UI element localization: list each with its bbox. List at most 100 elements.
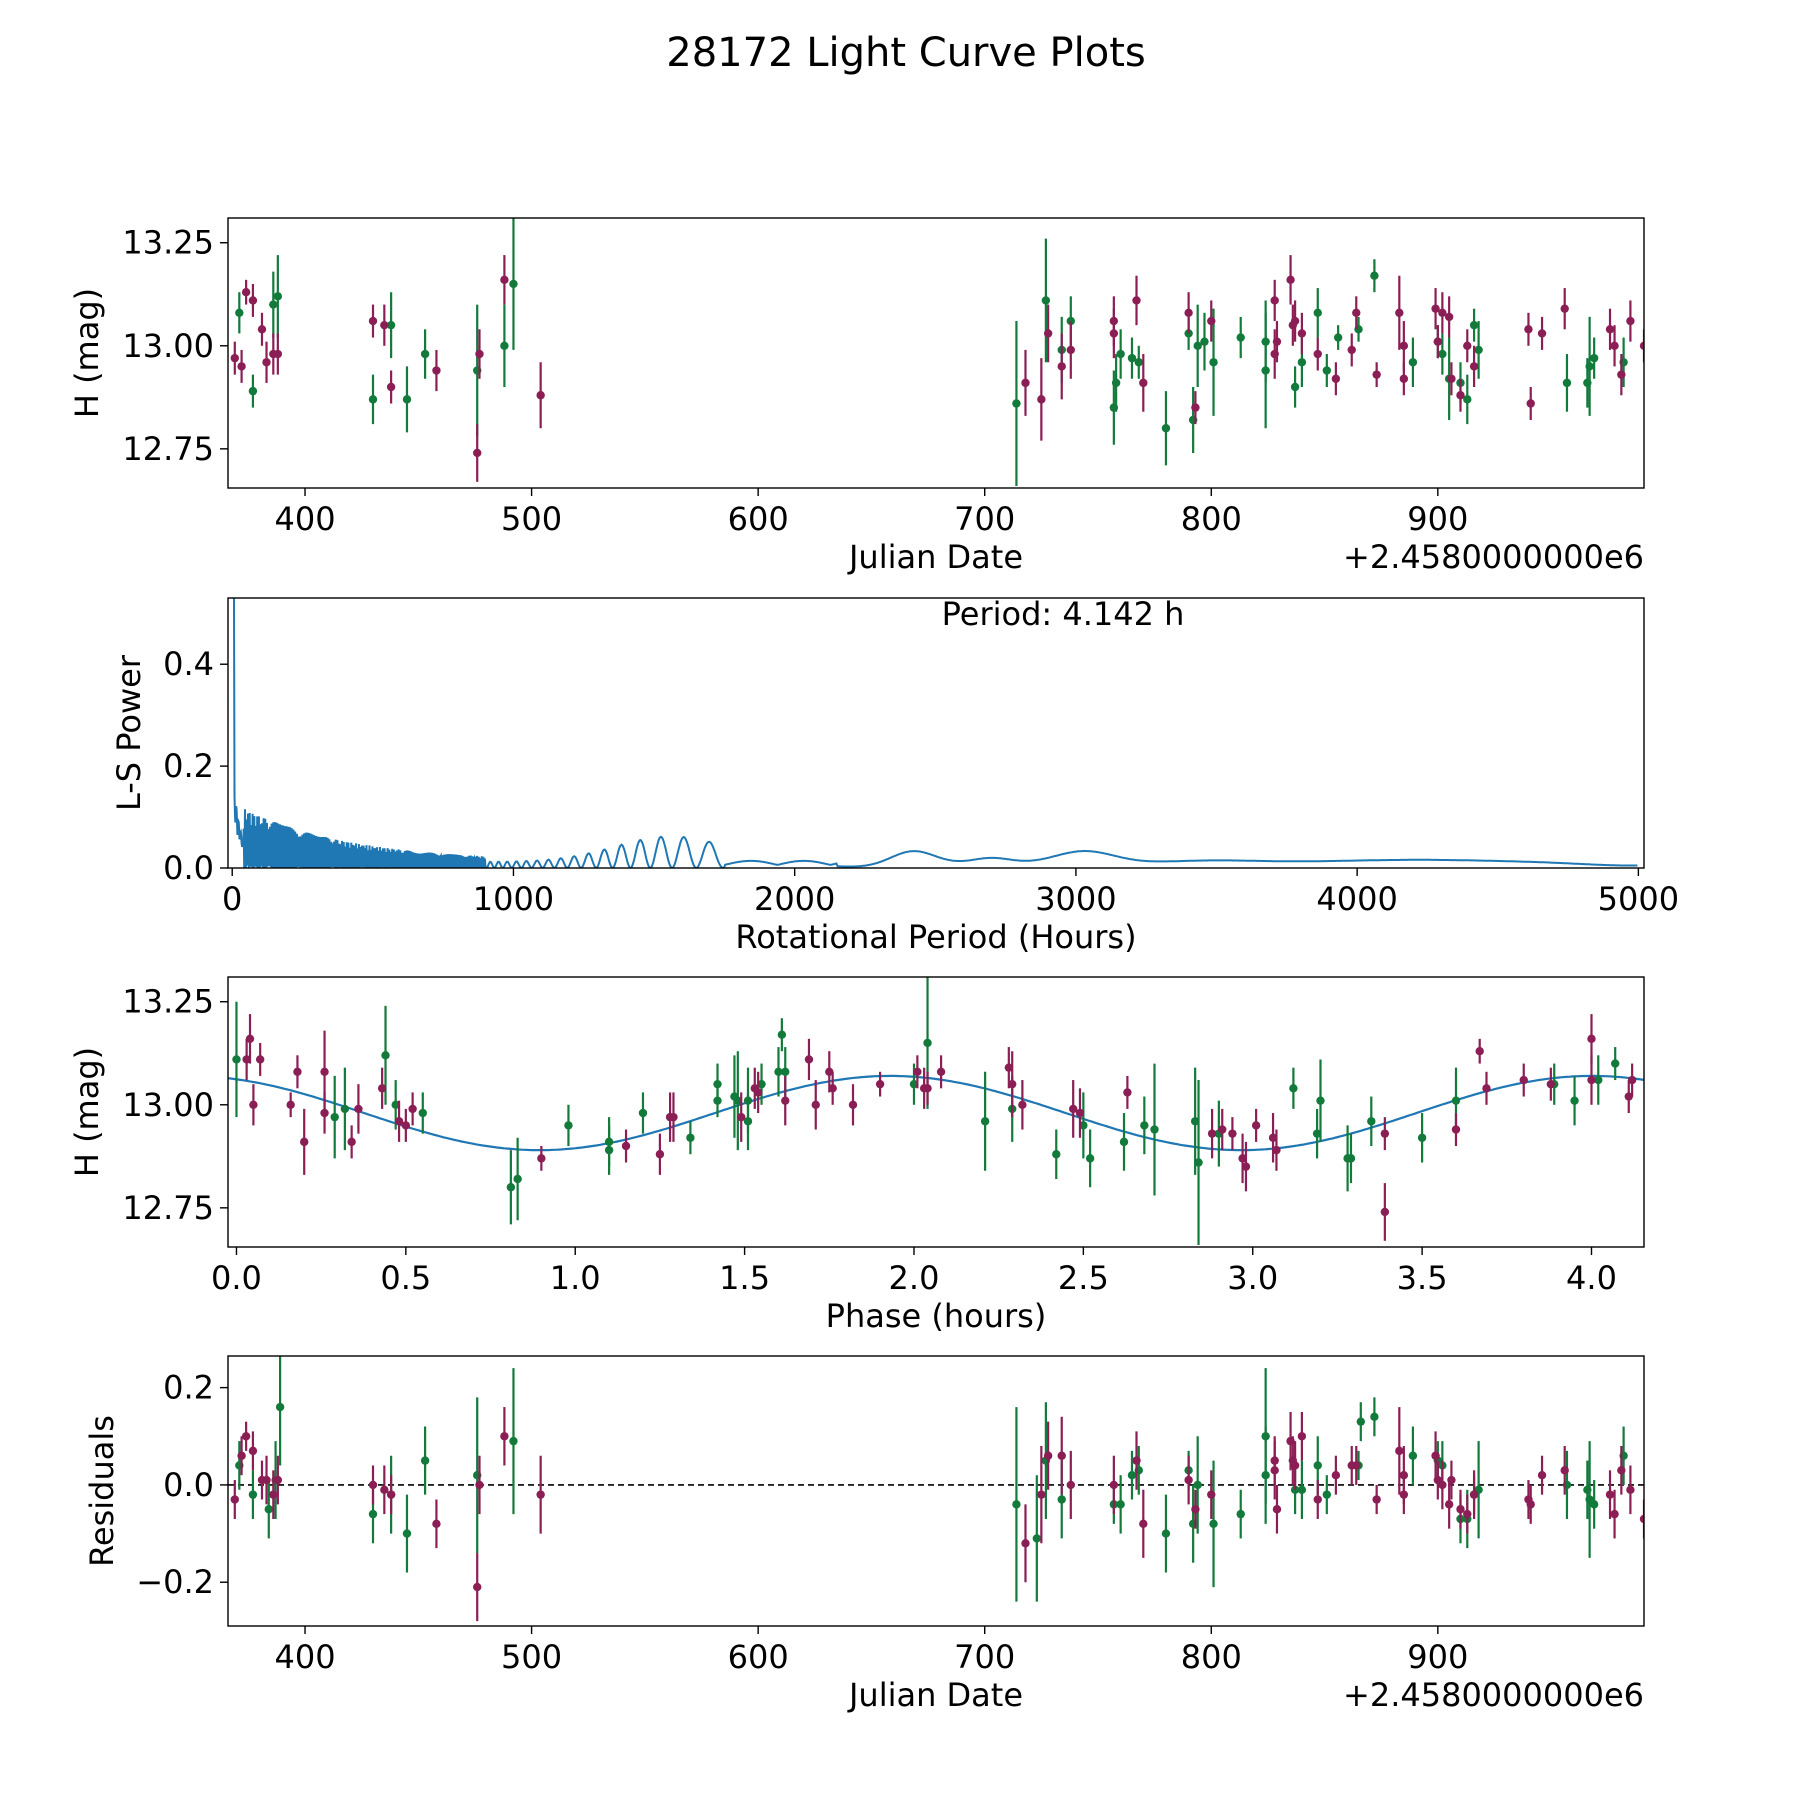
axes-frame-phase [227, 976, 1645, 1248]
x-tick-label: 1.5 [719, 1259, 770, 1297]
point-maroon [1218, 1108, 1227, 1151]
point-maroon [380, 1465, 389, 1515]
point-green [1297, 1460, 1307, 1519]
x-tick-label: 5000 [1598, 880, 1679, 918]
point-maroon [1560, 288, 1569, 330]
point-maroon [475, 1455, 484, 1515]
point-maroon [1290, 300, 1300, 342]
point-maroon [1139, 354, 1148, 412]
point-maroon [1639, 1499, 1644, 1539]
x-tick: 0.5 [380, 1247, 431, 1297]
x-tick-label: 3000 [1035, 880, 1116, 918]
figure-title: 28172 Light Curve Plots [666, 30, 1145, 76]
point-maroon [811, 1080, 820, 1130]
point-maroon [1347, 333, 1356, 367]
point-maroon [1431, 1431, 1440, 1481]
x-tick-label: 900 [1407, 500, 1468, 538]
point-maroon [1537, 316, 1547, 350]
point-green [1193, 304, 1202, 388]
y-axis-label: H (mag) [68, 288, 106, 418]
point-green [1312, 1108, 1322, 1159]
plot-area-phase [228, 977, 1644, 1245]
point-green [330, 1075, 339, 1159]
x-tick: 1.5 [719, 1247, 770, 1297]
point-maroon [1482, 1071, 1491, 1105]
point-maroon [1241, 1141, 1251, 1192]
point-maroon [1297, 1411, 1307, 1461]
point-maroon [286, 1092, 295, 1118]
point-maroon [1444, 1480, 1454, 1529]
point-maroon [1191, 1489, 1200, 1529]
point-green [1236, 1489, 1245, 1539]
x-tick: 3.0 [1227, 1247, 1278, 1297]
point-maroon [1433, 325, 1443, 359]
x-tick-label: 0.0 [211, 1259, 262, 1297]
x-tick: 400 [274, 1626, 336, 1676]
point-maroon [1021, 1504, 1030, 1583]
x-tick: 3000 [1035, 868, 1117, 918]
point-green [1589, 337, 1599, 379]
point-green [1370, 1397, 1379, 1437]
point-green [1585, 316, 1594, 416]
point-maroon [1469, 1470, 1479, 1519]
point-green [1012, 1407, 1021, 1602]
point-green [500, 304, 509, 388]
point-maroon [1447, 362, 1456, 396]
point-green [1012, 321, 1021, 486]
panel-phase: 0.0 0.5 1.0 1.5 2.0 2.5 3.0 3.5 4.0 12.75 13.00 13.… [68, 976, 1645, 1335]
x-tick: 700 [954, 488, 1015, 538]
point-maroon [1270, 279, 1279, 322]
point-green [1289, 1067, 1298, 1109]
point-maroon [923, 1071, 932, 1105]
point-maroon [1207, 1108, 1217, 1159]
point-green [1367, 1096, 1376, 1147]
point-maroon [1451, 1113, 1461, 1147]
point-green [1127, 337, 1137, 379]
point-green [1140, 1096, 1149, 1155]
point-maroon [1286, 255, 1295, 305]
point-maroon [828, 1071, 837, 1105]
point-green [1356, 1402, 1366, 1442]
y-tick: 13.00 [122, 1086, 228, 1124]
point-maroon [1624, 1080, 1633, 1114]
point-maroon [1109, 1455, 1119, 1515]
point-green [275, 1356, 285, 1466]
point-maroon [273, 333, 283, 375]
plot-area-ls [232, 598, 1638, 868]
point-green [1316, 1059, 1325, 1142]
x-tick-label: 4.0 [1566, 1259, 1617, 1297]
point-maroon [1132, 1431, 1141, 1490]
point-green [273, 255, 283, 338]
x-tick-label: 0.5 [380, 1259, 431, 1297]
x-tick-label: 1000 [473, 880, 554, 918]
y-tick: 12.75 [122, 430, 228, 468]
point-green [506, 1150, 516, 1225]
point-maroon [1526, 387, 1535, 420]
point-green [1570, 1075, 1579, 1126]
x-tick: 600 [728, 1626, 789, 1676]
x-tick: 4.0 [1566, 1247, 1617, 1297]
point-maroon [473, 1553, 482, 1622]
point-maroon [248, 283, 258, 317]
point-maroon [241, 279, 251, 305]
point-maroon [1617, 354, 1626, 396]
y-axis-label: H (mag) [68, 1047, 106, 1177]
point-maroon [1617, 1446, 1626, 1495]
point-maroon [386, 1475, 396, 1515]
y-tick-label: 13.00 [122, 327, 214, 365]
point-maroon [1626, 300, 1635, 342]
point-maroon [262, 1455, 271, 1505]
point-green [509, 1368, 518, 1515]
point-maroon [241, 1421, 251, 1451]
point-green [1116, 329, 1125, 379]
point-maroon [1207, 300, 1216, 342]
point-maroon [913, 1055, 922, 1089]
point-maroon [1043, 1421, 1053, 1490]
point-maroon [1037, 1446, 1046, 1544]
y-tick: 0.2 [163, 747, 228, 785]
point-maroon [1139, 1489, 1148, 1558]
point-green [1370, 259, 1379, 293]
x-tick-label: 1.0 [550, 1259, 601, 1297]
point-maroon [1004, 1047, 1014, 1089]
x-tick: 5000 [1598, 868, 1679, 918]
